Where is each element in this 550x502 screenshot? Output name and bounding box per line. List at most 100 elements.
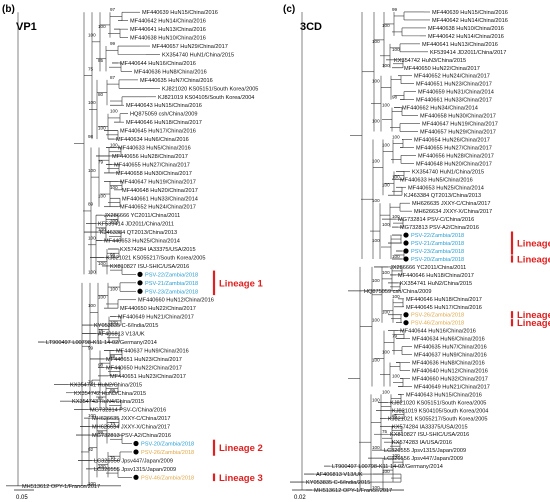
leaf-label-3cd-3: MF440642 HuN14/China/2016 — [428, 34, 504, 40]
bootstrap-3cd-28: 100 — [382, 389, 390, 394]
bootstrap-3cd-35: 100 — [372, 485, 380, 490]
3cd-scale-label: 0.02 — [294, 495, 306, 501]
leaf-label-vp1-14: MF440645 HuN17/China/2016 — [120, 129, 196, 135]
leaf-label-3cd-19: MF440648 HuN20/China/2017 — [416, 161, 492, 167]
bootstrap-vp1-14: 100 — [88, 168, 96, 173]
leaf-label-3cd-55: LC326555 Jpsv1315/Japan/2009 — [384, 448, 466, 454]
bootstrap-vp1-4: 85 — [98, 58, 104, 63]
leaf-label-vp1-3: MF440638 HuN10/China/2016 — [130, 36, 206, 42]
bootstrap-3cd-4: 100 — [382, 63, 390, 68]
leaf-label-3cd-28: PSV-22/Zambia/2018 — [411, 233, 464, 239]
bootstrap-vp1-17: 89 — [88, 202, 94, 207]
leaf-label-vp1-12: HQ875059 csh/China/2009 — [130, 112, 197, 118]
3cd-tree-branches — [290, 11, 430, 491]
leaf-label-vp1-41: MF440651 HuN23/China/2017 — [106, 357, 182, 363]
leaf-label-vp1-16: MF440633 HuN5/China/2016 — [118, 146, 191, 152]
bootstrap-3cd-10: 100 — [382, 142, 390, 147]
bootstrap-3cd-0: 99 — [392, 7, 398, 12]
3cd-scale-bar: 0.02 — [292, 489, 312, 501]
sample-dot-3cd-28 — [403, 232, 409, 238]
leaf-label-vp1-38: AF406813 V13/UK — [98, 332, 145, 338]
leaf-label-3cd-22: MF440653 HuN25/China/2014 — [408, 185, 484, 191]
lineage-label-vp1-0: Lineage 1 — [219, 278, 264, 289]
bootstrap-3cd-15: 100 — [392, 214, 400, 219]
bootstrap-vp1-16: 100 — [98, 193, 106, 198]
leaf-label-vp1-25: KF539414 JD2011/China/2011 — [98, 222, 174, 228]
leaf-label-3cd-49: KJ821020 KS05151/South Korea/2005 — [390, 400, 486, 406]
bootstrap-3cd-31: 75 — [382, 429, 388, 434]
leaf-label-vp1-27: MF440653 HuN25/China/2014 — [104, 239, 180, 245]
bootstrap-vp1-38: 92 — [88, 447, 94, 452]
leaf-label-vp1-44: KX354741 HuN2/China/2015 — [70, 382, 142, 388]
leaf-label-3cd-42: MF440635 HuN7/China/2016 — [414, 345, 487, 351]
lineage-label-3cd-2: Lineage 2 — [517, 310, 550, 321]
leaf-label-vp1-32: PSV-21/Zambia/2018 — [145, 281, 198, 287]
leaf-label-3cd-47: MF440649 HuN21/China/2017 — [414, 384, 490, 390]
bootstrap-vp1-1: 100 — [98, 24, 106, 29]
sample-dot-vp1-31 — [137, 271, 143, 277]
bootstrap-vp1-24: 100 — [110, 286, 118, 291]
leaf-label-vp1-35: MF440650 HuN22/China/2017 — [120, 306, 196, 312]
leaf-label-vp1-6: MF440644 HuN16/China/2016 — [120, 61, 196, 67]
bootstrap-vp1-10: 100 — [98, 126, 106, 131]
leaf-label-3cd-13: MF440658 HuN30/China/2017 — [420, 114, 496, 120]
bootstrap-3cd-14: 100 — [372, 198, 380, 203]
leaf-label-vp1-8: MF440635 HuN7/China/2016 — [140, 78, 213, 84]
sample-dot-vp1-51 — [133, 440, 139, 447]
bootstrap-vp1-26: 100 — [88, 303, 96, 308]
bootstrap-vp1-5: 75 — [88, 66, 94, 71]
bootstrap-3cd-1: 100 — [382, 23, 390, 28]
leaf-label-vp1-4: MF440657 HuN29/China/2017 — [152, 44, 228, 50]
bootstrap-vp1-28: 78 — [98, 329, 104, 334]
leaf-label-3cd-43: MF440637 HuN9/China/2016 — [414, 353, 487, 359]
leaf-label-3cd-30: PSV-23/Zambia/2018 — [411, 249, 464, 255]
bootstrap-3cd-7: 100 — [382, 103, 390, 108]
leaf-label-vp1-18: MF440655 HuN27/China/2017 — [114, 162, 190, 168]
leaf-label-3cd-2: MF440638 HuN10/China/2016 — [428, 26, 504, 32]
leaf-label-vp1-33: PSV-23/Zambia/2018 — [145, 289, 198, 295]
sample-dot-vp1-55 — [133, 474, 139, 480]
leaf-label-3cd-44: MF440636 HuN8/China/2016 — [412, 361, 485, 367]
sample-dot-3cd-38 — [403, 312, 409, 318]
bootstrap-vp1-29: 99 — [88, 345, 94, 350]
bootstrap-3cd-32: 100 — [372, 445, 380, 450]
leaf-label-vp1-52: PSV-26/Zambia/2018 — [141, 450, 194, 456]
leaf-label-3cd-53: KX810827 ISU-SHIC/USA/2016 — [390, 432, 469, 438]
bootstrap-3cd-24: 79 — [392, 334, 398, 339]
bootstrap-vp1-25: 100 — [98, 295, 106, 300]
sample-dot-3cd-29 — [403, 240, 409, 246]
leaf-label-vp1-0: MF440639 HuN15/China/2016 — [142, 10, 218, 16]
lineage-label-3cd-1: Lineage 2 — [517, 254, 550, 265]
leaf-label-3cd-59: KY053835 C-6/India/2015 — [306, 480, 370, 486]
leaf-label-vp1-9: KJ821020 KS05151/South Korea/2005 — [162, 86, 258, 92]
leaf-label-3cd-35: HQ875059 csh/China/2009 — [364, 289, 431, 295]
leaf-label-vp1-49: MH626634 JXXY-X/China/2017 — [92, 425, 170, 431]
bootstrap-vp1-11: 98 — [88, 134, 94, 139]
leaf-label-3cd-18: MF440656 HuN28/China/2017 — [418, 153, 494, 159]
vp1-scale-bar: 0.05 — [14, 489, 34, 501]
3cd-bootstrap-values: 9910010010010010098100100100100100100100… — [372, 7, 400, 490]
bootstrap-3cd-25: 100 — [382, 350, 390, 355]
leaf-label-3cd-50: KJ821019 KS04105/South Korea/2004 — [392, 408, 488, 414]
leaf-label-3cd-6: KX354742 HuN3/China/2015 — [394, 58, 466, 64]
vp1-panel-title: VP1 — [16, 21, 37, 33]
sample-dot-vp1-32 — [137, 280, 143, 286]
bootstrap-vp1-22: 100 — [98, 261, 106, 266]
bootstrap-vp1-37: 99 — [98, 430, 104, 435]
leaf-label-3cd-14: MF440647 HuN19/China/2017 — [422, 122, 498, 128]
leaf-label-3cd-17: MF440655 HuN27/China/2017 — [416, 145, 492, 151]
bootstrap-vp1-21: 98 — [110, 252, 116, 257]
bootstrap-vp1-31: 98 — [98, 362, 104, 367]
lineage-label-3cd-3: Lineage 3 — [517, 318, 550, 329]
leaf-label-vp1-34: MF440660 HuN12/China/2016 — [138, 298, 214, 304]
bootstrap-3cd-6: 98 — [392, 95, 398, 100]
leaf-label-vp1-2: MF440641 HuN13/China/2016 — [130, 27, 206, 33]
bootstrap-vp1-36: 73 — [110, 422, 116, 427]
sample-dot-vp1-33 — [137, 288, 143, 294]
leaf-label-3cd-48: MF440643 HuN15/China/2016 — [406, 392, 482, 398]
leaf-label-vp1-15: MF440634 HuN6/China/2016 — [116, 137, 189, 143]
bootstrap-vp1-7: 80 — [98, 92, 104, 97]
bootstrap-3cd-29: 100 — [372, 397, 380, 402]
leaf-label-vp1-37: KY053835 C-6/India/2015 — [94, 323, 158, 329]
